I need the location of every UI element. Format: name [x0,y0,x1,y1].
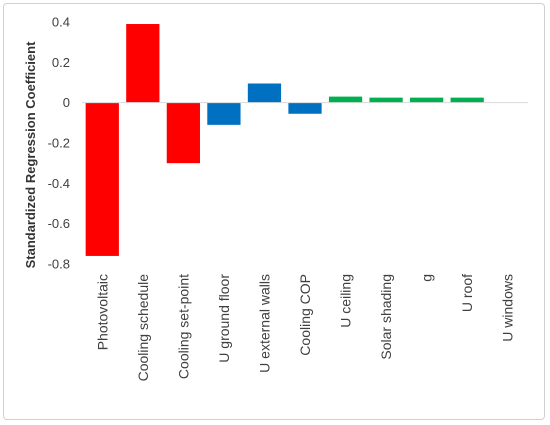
bar [247,83,282,103]
category-label: Cooling schedule [135,274,151,382]
bar [328,96,363,103]
category-label: Cooling COP [297,274,313,356]
category-label: U ground floor [216,274,232,363]
bar [288,102,322,114]
category-label: U roof [459,274,475,312]
bar [126,24,160,103]
bars [85,24,484,256]
category-label: U ceiling [338,274,354,328]
category-label: g [419,274,435,282]
y-tick-label: -0.2 [48,136,70,151]
y-tick-label: 0.2 [52,55,70,70]
bar [450,97,484,103]
bar [369,97,403,103]
bar [166,102,200,164]
y-tick-label: -0.4 [48,176,70,191]
category-label: Cooling set-point [175,274,191,379]
y-tick-label: -0.8 [48,257,70,272]
y-axis-ticks: 0.4 0.2 0 -0.2 -0.4 -0.6 -0.8 [48,15,70,272]
category-label: U windows [500,274,516,342]
bar [85,102,119,256]
category-label: U external walls [256,274,272,373]
bar [410,97,444,103]
y-tick-label: 0 [63,95,70,110]
y-axis-label: Standardized Regression Coefficient [23,41,38,268]
category-labels: Photovoltaic Cooling schedule Cooling set-… [94,274,515,382]
category-label: Photovoltaic [94,274,110,350]
bar [207,102,241,125]
y-tick-label: 0.4 [52,15,70,30]
y-tick-label: -0.6 [48,216,70,231]
category-label: Solar shading [378,274,394,360]
